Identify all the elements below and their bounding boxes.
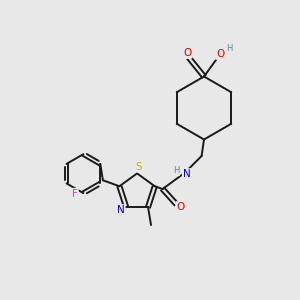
Text: H: H (226, 44, 232, 53)
Text: F: F (72, 189, 78, 199)
Text: S: S (135, 162, 142, 172)
Text: N: N (183, 169, 190, 179)
Text: O: O (216, 49, 224, 59)
Text: O: O (176, 202, 185, 212)
Text: O: O (183, 48, 192, 58)
Text: H: H (173, 167, 179, 176)
Text: N: N (117, 205, 124, 215)
